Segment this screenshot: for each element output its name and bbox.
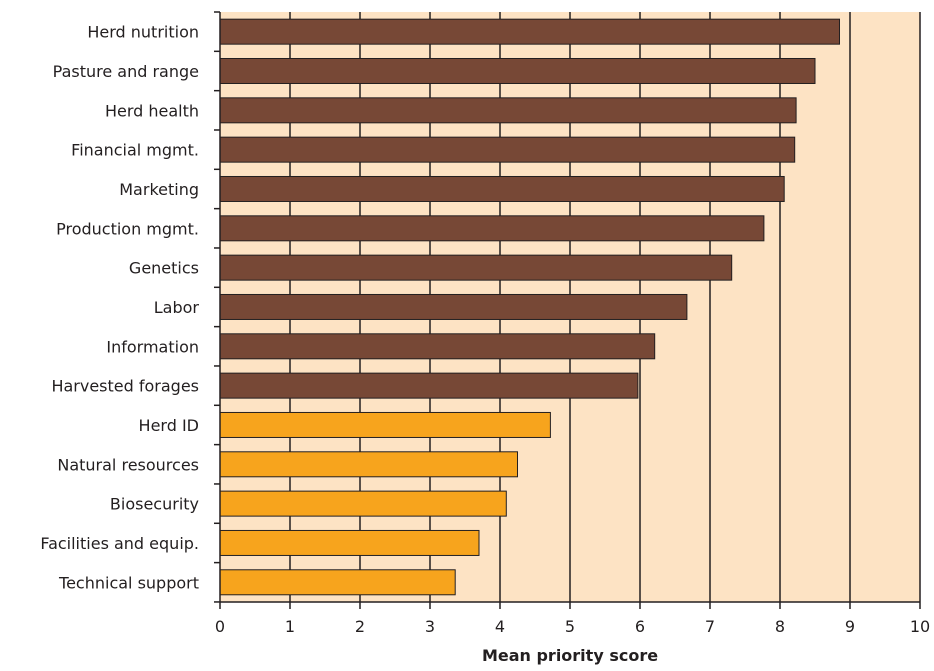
x-axis-title: Mean priority score — [482, 646, 658, 665]
bar — [219, 293, 688, 320]
category-label: Information — [106, 337, 199, 356]
category-label: Herd nutrition — [87, 23, 199, 42]
x-tick-label: 0 — [215, 617, 225, 636]
x-tick-label: 3 — [425, 617, 435, 636]
category-label: Biosecurity — [110, 495, 199, 514]
bar — [219, 411, 551, 438]
axes — [214, 11, 921, 609]
bar — [219, 57, 816, 84]
category-label: Labor — [154, 298, 200, 317]
bar — [219, 18, 840, 45]
category-label: Marketing — [119, 180, 199, 199]
x-tick-labels: 0 1 2 3 4 5 6 7 8 9 10 — [215, 617, 930, 636]
bar — [219, 97, 797, 124]
bar — [219, 529, 480, 556]
bar — [219, 569, 456, 596]
bars — [219, 18, 840, 596]
category-label: Herd health — [105, 101, 199, 120]
category-label: Financial mgmt. — [71, 141, 199, 160]
category-label: Pasture and range — [53, 62, 199, 81]
bar — [219, 333, 656, 360]
x-tick-label: 7 — [705, 617, 715, 636]
x-tick-label: 10 — [910, 617, 930, 636]
bar — [219, 215, 765, 242]
category-label: Herd ID — [139, 416, 199, 435]
bar — [219, 372, 639, 399]
category-label: Natural resources — [57, 455, 199, 474]
category-label: Harvested forages — [51, 377, 199, 396]
category-labels: Herd nutrition Pasture and range Herd heal… — [40, 23, 199, 593]
bar — [219, 254, 733, 281]
category-label: Genetics — [129, 259, 199, 278]
x-tick-label: 9 — [845, 617, 855, 636]
bar — [219, 490, 507, 517]
x-tick-label: 1 — [285, 617, 295, 636]
category-label: Production mgmt. — [56, 219, 199, 238]
bar — [219, 136, 796, 163]
x-tick-label: 2 — [355, 617, 365, 636]
x-tick-label: 5 — [565, 617, 575, 636]
bar — [219, 175, 785, 202]
category-label: Technical support — [58, 573, 199, 592]
x-tick-label: 4 — [495, 617, 505, 636]
bar — [219, 451, 518, 478]
category-label: Facilities and equip. — [40, 534, 199, 553]
x-tick-label: 6 — [635, 617, 645, 636]
x-tick-label: 8 — [775, 617, 785, 636]
